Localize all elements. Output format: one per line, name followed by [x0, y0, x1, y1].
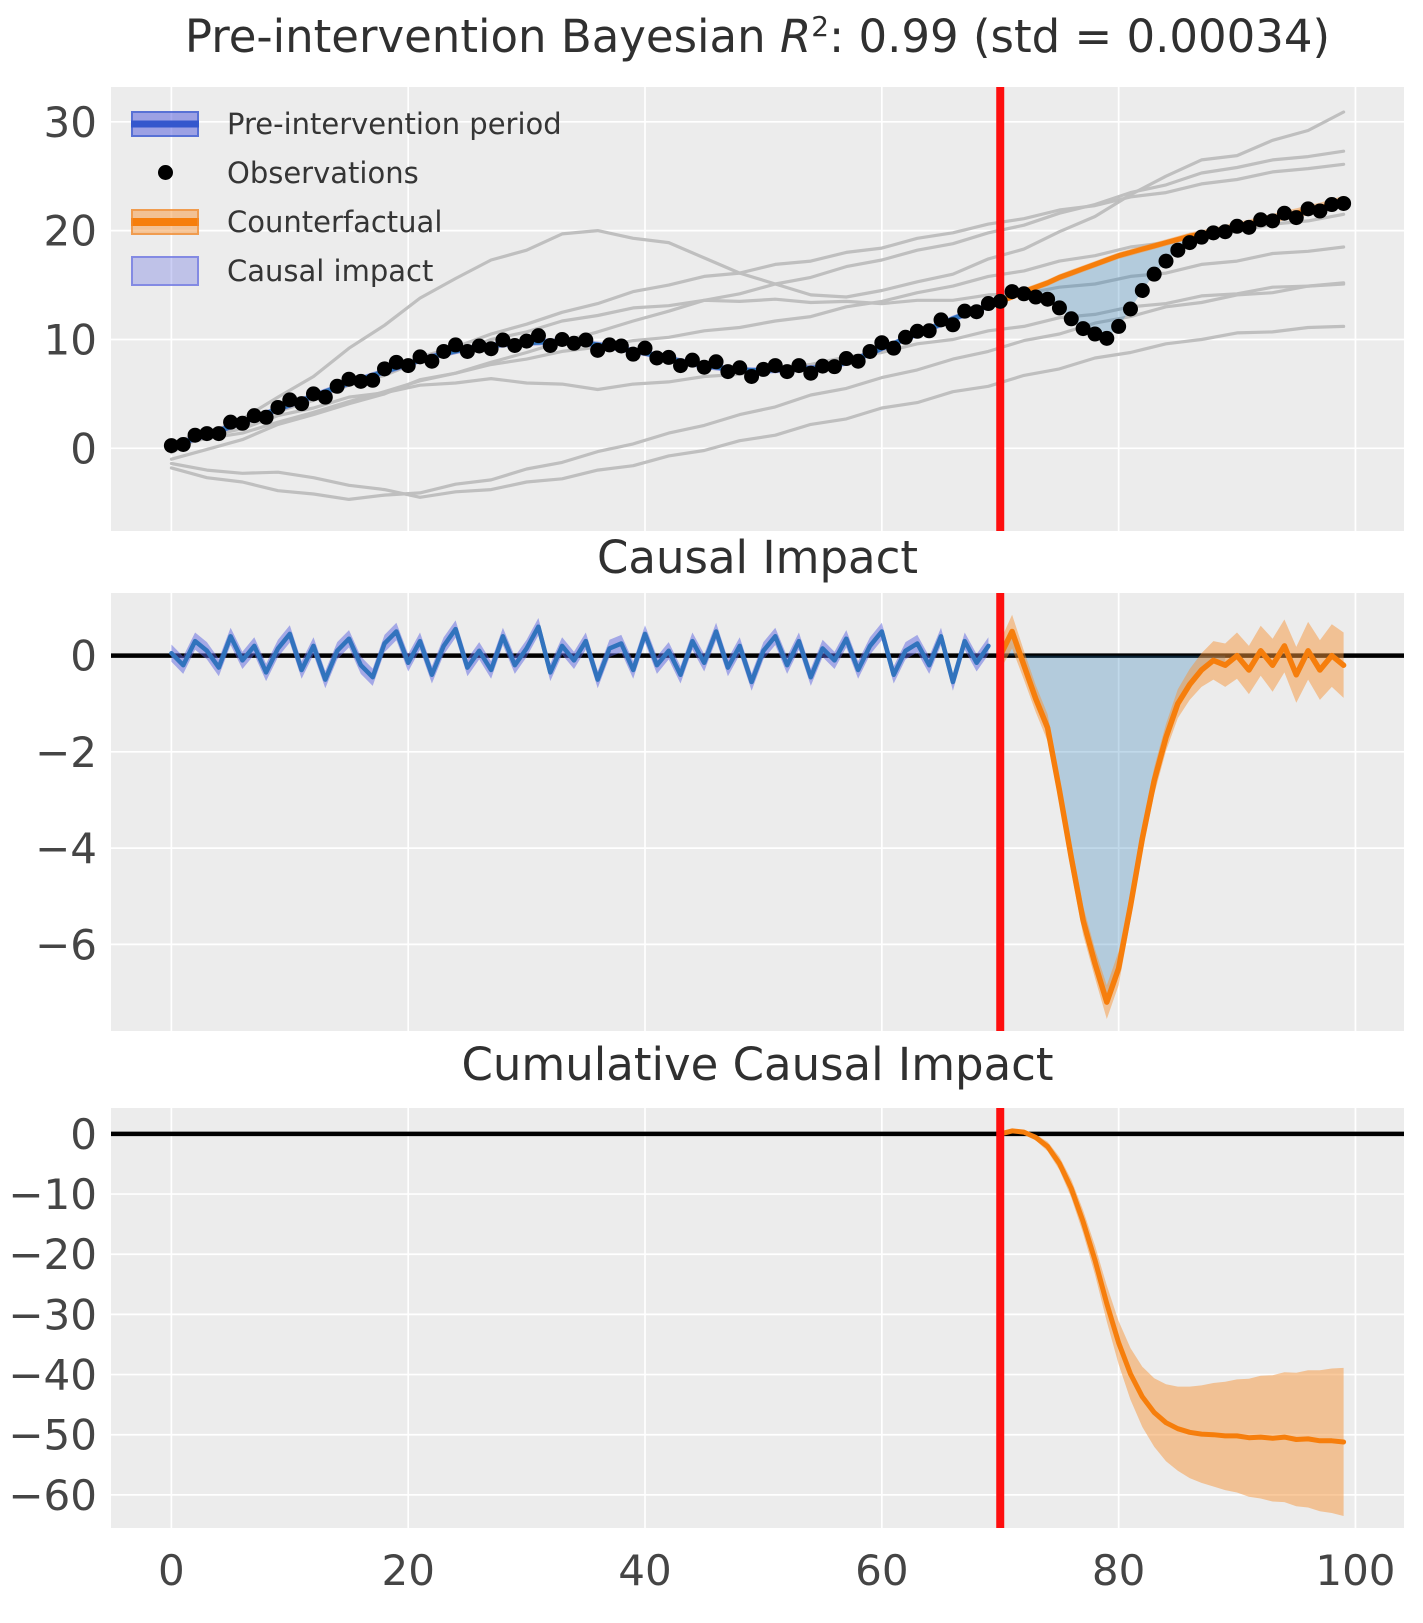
top-title-superscript: 2: [811, 10, 829, 43]
pre-intervention-panel: 0 10 20 30: [44, 87, 1404, 531]
top-panel-title: Pre-intervention Bayesian R2: 0.99 (std …: [111, 12, 1404, 62]
legend-label: Pre-intervention period: [227, 106, 562, 141]
impact-band: [1000, 614, 1344, 1019]
x-tick-label: 20: [381, 1546, 434, 1595]
y-tick-label: −10: [8, 1170, 97, 1219]
legend-label: Causal impact: [227, 253, 434, 288]
causal-impact-panel: 0 −2 −4 −6: [35, 593, 1404, 1031]
legend: Pre-intervention period Observations Cou…: [131, 99, 562, 295]
x-tick-label: 100: [1315, 1546, 1395, 1595]
bottom-panel-title: Cumulative Causal Impact: [461, 1038, 1054, 1091]
legend-item-causal-impact: Causal impact: [131, 246, 562, 295]
top-title-r-symbol: R: [779, 10, 812, 63]
x-tick-label: 60: [855, 1546, 908, 1595]
blue-band-swatch-icon: [131, 110, 199, 137]
y-tick-label: 0: [70, 632, 97, 681]
cumulative-line: [997, 1128, 1347, 1445]
cumulative-impact-panel: 0 −10 −20 −30 −40 −50 −60 0 20 40 60 80 100: [8, 1108, 1404, 1595]
y-tick-label: −4: [35, 824, 97, 873]
orange-band-swatch-icon: [131, 208, 199, 235]
legend-label: Counterfactual: [227, 204, 443, 239]
y-tick-label: −20: [8, 1230, 97, 1279]
y-tick-label: −2: [35, 728, 97, 777]
impact-line: [997, 628, 1347, 1005]
top-title-suffix: : 0.99 (std = 0.00034): [828, 10, 1331, 63]
control-unit-line: [169, 149, 1346, 461]
y-tick-label: −60: [8, 1471, 97, 1520]
y-tick-label: 10: [44, 315, 97, 364]
y-tick-label: 30: [44, 98, 97, 147]
control-unit-line: [169, 282, 1346, 501]
y-tick-label: −40: [8, 1351, 97, 1400]
legend-label: Observations: [227, 155, 419, 190]
impact-patch-swatch-icon: [131, 255, 199, 286]
legend-item-pre-intervention: Pre-intervention period: [131, 99, 562, 148]
y-tick-label: −6: [35, 920, 97, 969]
y-tick-label: 20: [44, 207, 97, 256]
y-tick-label: −50: [8, 1411, 97, 1460]
observation-dots: [163, 195, 1352, 454]
top-title-prefix: Pre-intervention Bayesian: [184, 10, 780, 63]
pre-impact-line: [169, 624, 991, 685]
control-unit-line: [169, 110, 1346, 455]
legend-item-observations: Observations: [131, 148, 562, 197]
x-tick-label: 0: [158, 1546, 185, 1595]
y-tick-label: 0: [70, 424, 97, 473]
legend-item-counterfactual: Counterfactual: [131, 197, 562, 246]
x-tick-label: 80: [1092, 1546, 1145, 1595]
control-unit-line: [169, 324, 1346, 499]
observation-dot-icon: [131, 160, 199, 186]
y-tick-label: −30: [8, 1290, 97, 1339]
middle-panel-title: Causal Impact: [597, 531, 918, 584]
y-tick-label: 0: [70, 1110, 97, 1159]
x-tick-label: 40: [618, 1546, 671, 1595]
